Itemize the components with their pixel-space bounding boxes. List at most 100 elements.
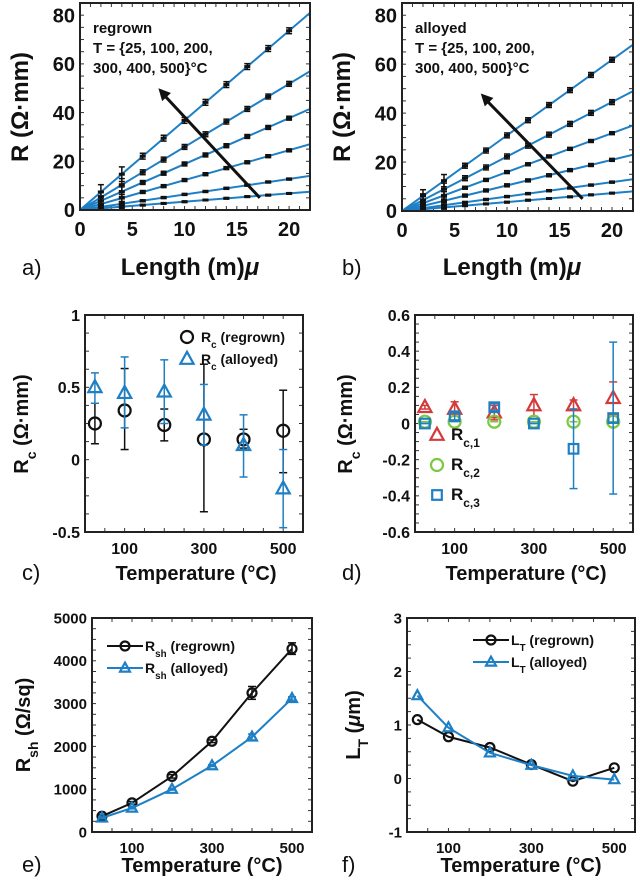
data-point — [265, 154, 272, 158]
y-tick-label: 0 — [71, 452, 80, 469]
legend-entry: LT (regrown) — [511, 632, 594, 654]
y-tick-label: 0.2 — [388, 380, 410, 397]
x-tick-label: 500 — [600, 541, 627, 558]
plot-frame — [91, 617, 313, 833]
triangle-marker — [410, 687, 425, 701]
circle-marker — [246, 687, 258, 699]
data-point — [286, 116, 293, 120]
triangle-marker — [118, 660, 132, 673]
label-part: sh — [155, 671, 166, 682]
data-point — [286, 29, 293, 33]
label-part: μ — [244, 254, 260, 281]
legend-entry: Rc,3 — [451, 485, 480, 510]
triangle-marker — [416, 397, 434, 414]
label-part: (Ω·mm) — [11, 374, 33, 451]
panel-label: f) — [342, 852, 355, 877]
label-part: c — [211, 340, 217, 351]
legend-entry: Rc (regrown) — [201, 329, 285, 351]
x-tick-label: 500 — [279, 840, 304, 857]
y-tick-label: 5000 — [54, 610, 87, 627]
label-part: L — [511, 654, 520, 670]
data-point — [567, 168, 573, 172]
data-point — [118, 190, 125, 194]
x-tick-label: 10 — [496, 220, 518, 242]
plot-frame — [79, 2, 311, 211]
data-point — [441, 205, 447, 209]
data-point — [546, 154, 552, 158]
y-tick-label: 2 — [394, 664, 402, 681]
x-axis-label: Temperature (°C) — [122, 855, 283, 877]
fit-line — [402, 124, 633, 211]
data-point — [202, 100, 209, 104]
square-marker — [448, 410, 461, 423]
data-point — [118, 202, 125, 206]
plot-frame — [84, 314, 304, 533]
data-point — [420, 207, 426, 211]
triangle-marker — [274, 479, 292, 495]
x-tick-label: 15 — [548, 220, 570, 242]
data-point — [139, 154, 146, 158]
circle-marker — [166, 770, 178, 782]
x-tick-label: 300 — [199, 840, 224, 857]
triangle-marker — [165, 781, 179, 794]
data-point — [118, 172, 125, 176]
label-part: R — [451, 485, 463, 504]
label-part: Temperature (°C) — [122, 855, 283, 877]
data-point — [609, 180, 615, 184]
y-tick-label: 40 — [375, 103, 397, 125]
y-tick-label: 20 — [375, 152, 397, 174]
data-point — [609, 191, 615, 195]
label-part: (regrown) — [526, 632, 594, 648]
label-part: R — [451, 425, 463, 444]
triangle-marker — [483, 745, 497, 758]
data-point — [483, 188, 489, 192]
data-point — [181, 200, 188, 204]
panel-label: a) — [22, 255, 42, 280]
panel-label: b) — [342, 255, 362, 280]
fit-line — [80, 143, 310, 210]
fit-line — [402, 43, 633, 211]
panel-d: 100 300 500 -0.6 -0.4 -0.2 0 0.2 0.4 0.6 Temperatu… — [335, 308, 634, 585]
label-part: c,3 — [463, 496, 480, 510]
data-point — [181, 118, 188, 122]
data-point — [525, 198, 531, 202]
data-point — [546, 103, 552, 107]
data-point — [181, 178, 188, 182]
label-part: c — [347, 451, 363, 459]
y-tick-label: 60 — [53, 54, 75, 76]
label-part: (Ω·mm) — [335, 374, 357, 451]
x-tick-label: 20 — [601, 220, 623, 242]
x-tick-label: 100 — [441, 541, 468, 558]
data-point — [244, 160, 251, 164]
label-part: R — [201, 329, 211, 345]
label-part: T — [520, 665, 526, 676]
series-line — [101, 697, 293, 819]
label-part: c — [211, 362, 217, 373]
data-point — [504, 183, 510, 187]
circle-marker — [119, 640, 131, 652]
fit-line — [80, 108, 310, 210]
data-point — [462, 204, 468, 208]
data-point — [567, 195, 573, 199]
data-point — [202, 172, 209, 176]
data-point — [504, 170, 510, 174]
data-point — [160, 136, 167, 140]
plot-frame — [414, 314, 634, 533]
x-axis-label: Temperature (°C) — [441, 855, 602, 877]
fit-line — [402, 90, 633, 211]
label-part: (alloyed) — [167, 660, 228, 676]
data-point — [139, 203, 146, 207]
data-point — [483, 165, 489, 169]
triangle-marker — [525, 395, 543, 412]
triangle-marker — [95, 810, 109, 823]
annotation-text: T = {25, 100, 200, — [415, 40, 535, 57]
data-point — [286, 191, 293, 195]
y-tick-label: 20 — [53, 151, 75, 173]
x-axis-label: Length (m)μ — [443, 254, 582, 281]
data-point — [462, 176, 468, 180]
y-axis-label: LT (μm) — [343, 690, 371, 760]
data-point — [118, 205, 125, 209]
data-point — [525, 162, 531, 166]
legend-entry: LT (alloyed) — [511, 654, 587, 676]
